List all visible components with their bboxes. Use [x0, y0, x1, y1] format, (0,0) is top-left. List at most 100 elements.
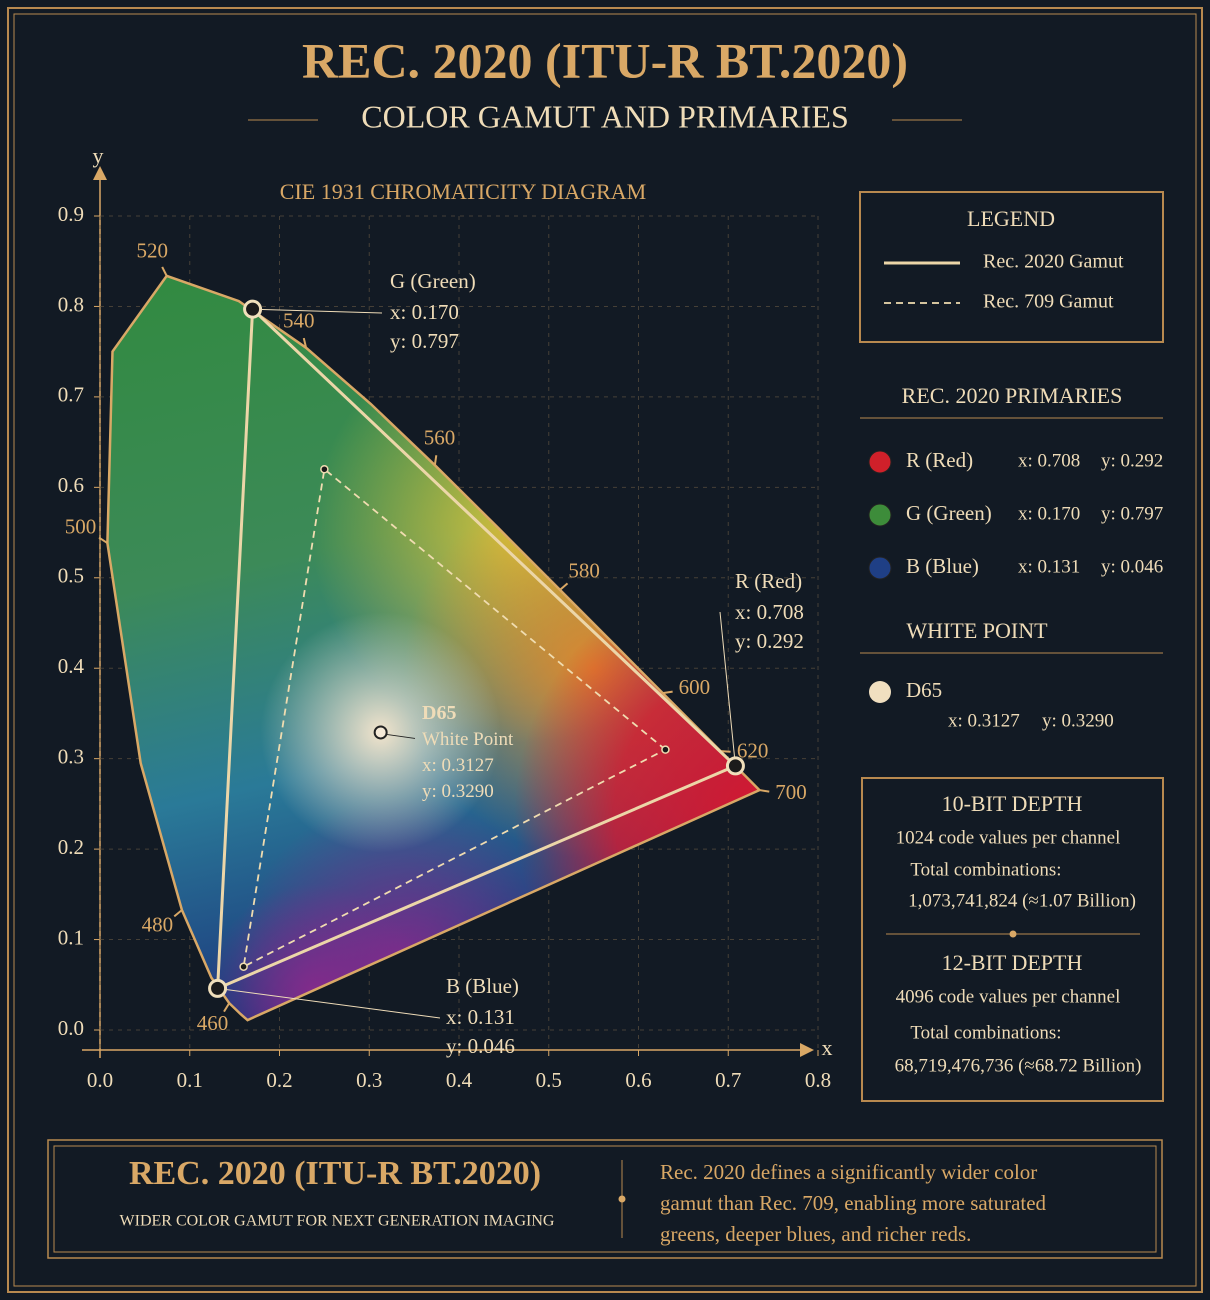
gamut-line [215, 305, 737, 991]
y-axis-arrow [93, 166, 107, 180]
legend: Rec. 2020 Gamut Rec. 709 Gamut [884, 251, 1124, 313]
wavelength-label: 520 [137, 238, 169, 262]
y-tick-label: 0.3 [58, 744, 84, 768]
wavelength-label: 480 [142, 912, 174, 936]
y-tick-label: 0.4 [58, 654, 85, 678]
locus-tick [720, 750, 731, 753]
primary-swatch [868, 556, 892, 580]
x-axis-label: x [822, 1035, 833, 1060]
wavelength-label: 560 [424, 425, 456, 449]
white-point-swatch [869, 681, 891, 703]
primary-swatch [868, 503, 892, 527]
white-point-note: White Point [422, 729, 514, 750]
white-point-x: x: 0.3127 [422, 755, 494, 776]
primary-name: G (Green) [390, 269, 476, 293]
x-tick-label: 0.0 [87, 1068, 113, 1092]
legend-label: Rec. 2020 Gamut [983, 251, 1124, 273]
y-tick-label: 0.2 [58, 835, 84, 859]
primary-y: y: 0.046 [1101, 556, 1163, 577]
legend-box [859, 191, 1164, 343]
locus-tick [302, 337, 308, 349]
footer-description: greens, deeper blues, and richer reds. [660, 1222, 971, 1246]
ornament [618, 1195, 626, 1203]
x-tick-label: 0.7 [715, 1068, 741, 1092]
ornament [1009, 930, 1017, 938]
primaries-list: R (Red) x: 0.708 y: 0.292 G (Green) x: 0.170… [868, 448, 1163, 580]
x-tick-label: 0.3 [356, 1068, 382, 1092]
outer-frame [7, 7, 1203, 1293]
locus-tick [173, 909, 183, 918]
y-tick-label: 0.6 [58, 473, 84, 497]
y-axis-label: y [93, 143, 104, 168]
gamut-vertex [661, 745, 670, 754]
primary-y: y: 0.046 [446, 1034, 515, 1058]
bit-depth-total-label: Total combinations: [910, 859, 1061, 880]
primary-y: y: 0.292 [1101, 450, 1163, 471]
wavelength-label: 620 [737, 739, 769, 763]
primary-x: x: 0.170 [1018, 503, 1080, 524]
footer-box [47, 1139, 1163, 1259]
gamut-line [242, 467, 666, 969]
white-point-y: y: 0.3290 [1042, 710, 1114, 731]
locus-tick [223, 1002, 231, 1013]
wavelength-label: 700 [775, 780, 807, 804]
x-tick-label: 0.1 [177, 1068, 203, 1092]
y-tick-label: 0.1 [58, 925, 84, 949]
primary-x: x: 0.131 [1018, 556, 1080, 577]
primary-x: x: 0.708 [1018, 450, 1080, 471]
primary-name: B (Blue) [906, 554, 979, 578]
primary-point [725, 756, 745, 776]
inner-frame [13, 13, 1197, 1287]
legend-label: Rec. 709 Gamut [983, 291, 1114, 313]
wavelength-label: 500 [65, 515, 97, 539]
x-tick-label: 0.6 [625, 1068, 651, 1092]
leader-line [252, 308, 383, 314]
y-tick-label: 0.0 [58, 1016, 84, 1040]
locus-tick [759, 789, 770, 793]
white-point-x: x: 0.3127 [948, 710, 1020, 731]
locus-tick [559, 582, 569, 591]
y-tick-label: 0.9 [58, 202, 84, 226]
bit-depth-codes: 4096 code values per channel [896, 986, 1121, 1007]
primary-swatch [868, 450, 892, 474]
white-point-name: D65 [906, 678, 942, 702]
x-axis-arrow [800, 1043, 814, 1057]
white-point [373, 725, 388, 740]
wavelength-label: 460 [197, 1011, 229, 1035]
locus-tick [662, 690, 673, 695]
footer-description: Rec. 2020 defines a significantly wider … [660, 1160, 1037, 1184]
primary-x: x: 0.170 [390, 300, 459, 324]
bit-depth-total-label: Total combinations: [910, 1022, 1061, 1043]
wavelength-label: 540 [283, 308, 315, 332]
bit-depth-total: 68,719,476,736 (≈68.72 Billion) [895, 1055, 1142, 1076]
bit-depth-total: 1,073,741,824 (≈1.07 Billion) [908, 890, 1136, 911]
primary-name: G (Green) [906, 501, 992, 525]
section-heading: WHITE POINT [906, 618, 1048, 643]
footer-inner [53, 1145, 1157, 1253]
bit-depth-title: 12-BIT DEPTH [942, 950, 1083, 975]
section-heading: REC. 2020 PRIMARIES [902, 383, 1123, 408]
x-tick-label: 0.2 [266, 1068, 292, 1092]
primary-y: y: 0.797 [1101, 503, 1163, 524]
white-point-name: D65 [422, 702, 456, 724]
bit-depth-box [861, 777, 1164, 1102]
leader-line [217, 987, 441, 1019]
page-subtitle: COLOR GAMUT AND PRIMARIES [361, 98, 848, 134]
gamut-vertex [320, 464, 329, 474]
primary-x: x: 0.131 [446, 1005, 515, 1029]
gamut-vertex [239, 962, 248, 971]
x-tick-label: 0.5 [536, 1068, 562, 1092]
primary-name: R (Red) [906, 448, 973, 472]
footer-subtitle: WIDER COLOR GAMUT FOR NEXT GENERATION IM… [120, 1213, 555, 1230]
y-tick-label: 0.7 [58, 383, 84, 407]
legend-title: LEGEND [967, 206, 1055, 231]
y-tick-label: 0.5 [58, 564, 84, 588]
footer-title: REC. 2020 (ITU-R BT.2020) [129, 1155, 541, 1192]
footer-description: gamut than Rec. 709, enabling more satur… [660, 1191, 1047, 1215]
locus-tick [161, 266, 168, 277]
x-tick-label: 0.8 [805, 1068, 831, 1092]
bit-depth-title: 10-BIT DEPTH [942, 791, 1083, 816]
bit-depth-codes: 1024 code values per channel [896, 827, 1121, 848]
locus-tick [98, 536, 108, 544]
leader-line [719, 611, 736, 766]
